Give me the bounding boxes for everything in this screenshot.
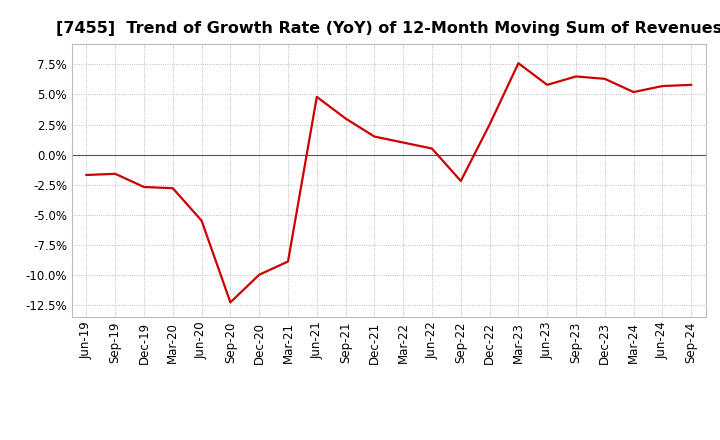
Title: [7455]  Trend of Growth Rate (YoY) of 12-Month Moving Sum of Revenues: [7455] Trend of Growth Rate (YoY) of 12-… xyxy=(55,21,720,36)
